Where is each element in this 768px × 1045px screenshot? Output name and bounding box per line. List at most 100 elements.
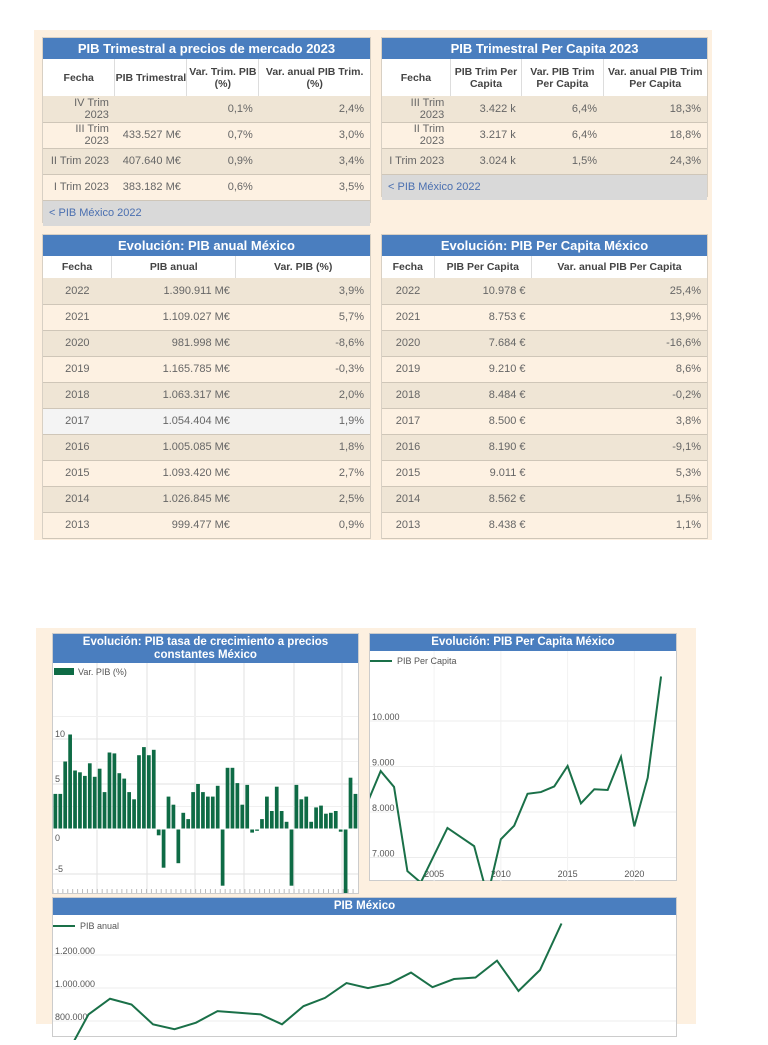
table-cell: 8.500 €: [434, 408, 532, 435]
table-cell: 1.093.420 M€: [111, 460, 236, 487]
table-row: II Trim 2023 3.217 k 6,4% 18,8%: [382, 122, 707, 149]
table-cell: 2014: [382, 486, 434, 513]
bar: [132, 799, 136, 829]
table-row: 2017 8.500 €3,8%: [382, 408, 707, 435]
table-row: IV Trim 2023 0,1% 2,4%: [43, 96, 370, 123]
bar: [181, 812, 186, 829]
pib-per-capita-table: Evolución: PIB Per Capita México Fecha PI…: [381, 234, 708, 539]
table-row: I Trim 2023 383.182 M€ 0,6% 3,5%: [43, 174, 370, 201]
column-header: Var. Trim. PIB (%): [186, 59, 260, 96]
table-cell: 8,6%: [531, 356, 707, 383]
bar: [53, 793, 58, 829]
table-cell: 24,3%: [603, 148, 707, 175]
bar: [117, 773, 122, 829]
bar: [289, 829, 294, 886]
pib-trimestral-table: PIB Trimestral a precios de mercado 2023…: [42, 37, 371, 226]
table-cell: 1,1%: [531, 512, 707, 539]
bar: [353, 793, 358, 829]
bar: [97, 768, 102, 829]
bar: [137, 755, 141, 829]
line-chart-svg: 7.000 8.000 9.000 10.000 2005 2010 2015 2020 PIB…: [353, 651, 676, 897]
table-cell: 10.978 €: [434, 278, 532, 305]
table-row: 2018 1.063.317 M€ 2,0%: [43, 382, 370, 409]
bar: [58, 793, 63, 829]
legend-label: PIB Per Capita: [397, 656, 457, 666]
bar: [92, 776, 97, 829]
column-header: PIB anual: [111, 256, 237, 278]
table-cell: 2016: [43, 434, 112, 461]
table-cell: 8.562 €: [434, 486, 532, 513]
table-cell: 2020: [382, 330, 434, 357]
table-row: 2021 8.753 €13,9%: [382, 304, 707, 331]
bar: [319, 805, 323, 829]
pib-2022-link[interactable]: < PIB México 2022: [382, 174, 707, 200]
bar: [235, 783, 240, 829]
bar: [294, 784, 299, 829]
bar: [338, 829, 343, 832]
y-tick-label: 1.000.000: [55, 979, 95, 989]
table-cell: 2018: [43, 382, 112, 409]
table-row: II Trim 2023 407.640 M€ 0,9% 3,4%: [43, 148, 370, 175]
table-cell: 2,5%: [235, 486, 370, 513]
table-cell: 9.011 €: [434, 460, 532, 487]
column-header: Var. PIB Trim Per Capita: [521, 59, 604, 96]
bar: [87, 763, 92, 829]
table-cell: 2022: [382, 278, 434, 305]
table-row: 2022 1.390.911 M€ 3,9%: [43, 278, 370, 305]
table-title: PIB Trimestral a precios de mercado 2023: [43, 38, 370, 59]
bar: [309, 821, 314, 829]
table-row: 2013 999.477 M€ 0,9%: [43, 512, 370, 539]
table-cell: 2015: [43, 460, 112, 487]
table-cell: 1,5%: [521, 148, 603, 175]
table-cell: -0,2%: [531, 382, 707, 409]
table-cell: 5,3%: [531, 460, 707, 487]
chart-title: Evolución: PIB Per Capita México: [370, 634, 676, 651]
table-cell: 13,9%: [531, 304, 707, 331]
table-cell: [114, 96, 187, 123]
table-cell: 1.005.085 M€: [111, 434, 236, 461]
x-tick-label: 2015: [558, 869, 578, 879]
table-cell: 8.438 €: [434, 512, 532, 539]
y-tick-label: 0: [55, 833, 60, 843]
table-row: 2020 7.684 € -16,6%: [382, 330, 707, 357]
table-row: 2020 981.998 M€ -8,6%: [43, 330, 370, 357]
bar: [225, 767, 230, 829]
per-capita-line-chart: Evolución: PIB Per Capita México 7.000 8.…: [353, 633, 677, 897]
table-cell: 1.063.317 M€: [111, 382, 236, 409]
table-cell: 8.753 €: [434, 304, 532, 331]
table-row: 2014 1.026.845 M€ 2,5%: [43, 486, 370, 513]
y-tick-label: 9.000: [372, 758, 395, 768]
table-cell: 2021: [43, 304, 112, 331]
bar: [191, 792, 195, 829]
bar: [284, 821, 289, 829]
column-header: Fecha: [382, 59, 451, 96]
table-cell: 1.109.027 M€: [111, 304, 236, 331]
table-cell: 3.422 k: [450, 96, 522, 123]
table-cell: 8.190 €: [434, 434, 532, 461]
table-cell: 1.390.911 M€: [111, 278, 236, 305]
table-row: 2016 8.190 € -9,1%: [382, 434, 707, 461]
chart-title: Evolución: PIB tasa de crecimiento a pre…: [53, 634, 358, 663]
table-cell: -9,1%: [531, 434, 707, 461]
bar: [348, 777, 353, 829]
table-cell: 18,8%: [603, 122, 707, 149]
legend-label: Var. PIB (%): [78, 667, 127, 677]
pib-2022-link[interactable]: < PIB México 2022: [43, 200, 370, 226]
table-row: III Trim 2023 433.527 M€ 0,7% 3,0%: [43, 122, 370, 149]
bar: [230, 767, 235, 829]
bar: [255, 829, 259, 831]
bar: [324, 813, 328, 829]
table-cell: 7.684 €: [434, 330, 532, 357]
table-cell: II Trim 2023: [382, 122, 451, 149]
bar: [328, 812, 333, 829]
table-cell: I Trim 2023: [43, 174, 115, 201]
bar: [166, 796, 171, 829]
table-cell: III Trim 2023: [382, 96, 451, 123]
bar: [107, 752, 112, 829]
bar: [206, 796, 210, 829]
table-cell: 3,8%: [531, 408, 707, 435]
bar: [299, 799, 304, 829]
x-tick-label: 2020: [624, 869, 644, 879]
table-cell: 1,9%: [235, 408, 370, 435]
bar: [112, 753, 117, 829]
